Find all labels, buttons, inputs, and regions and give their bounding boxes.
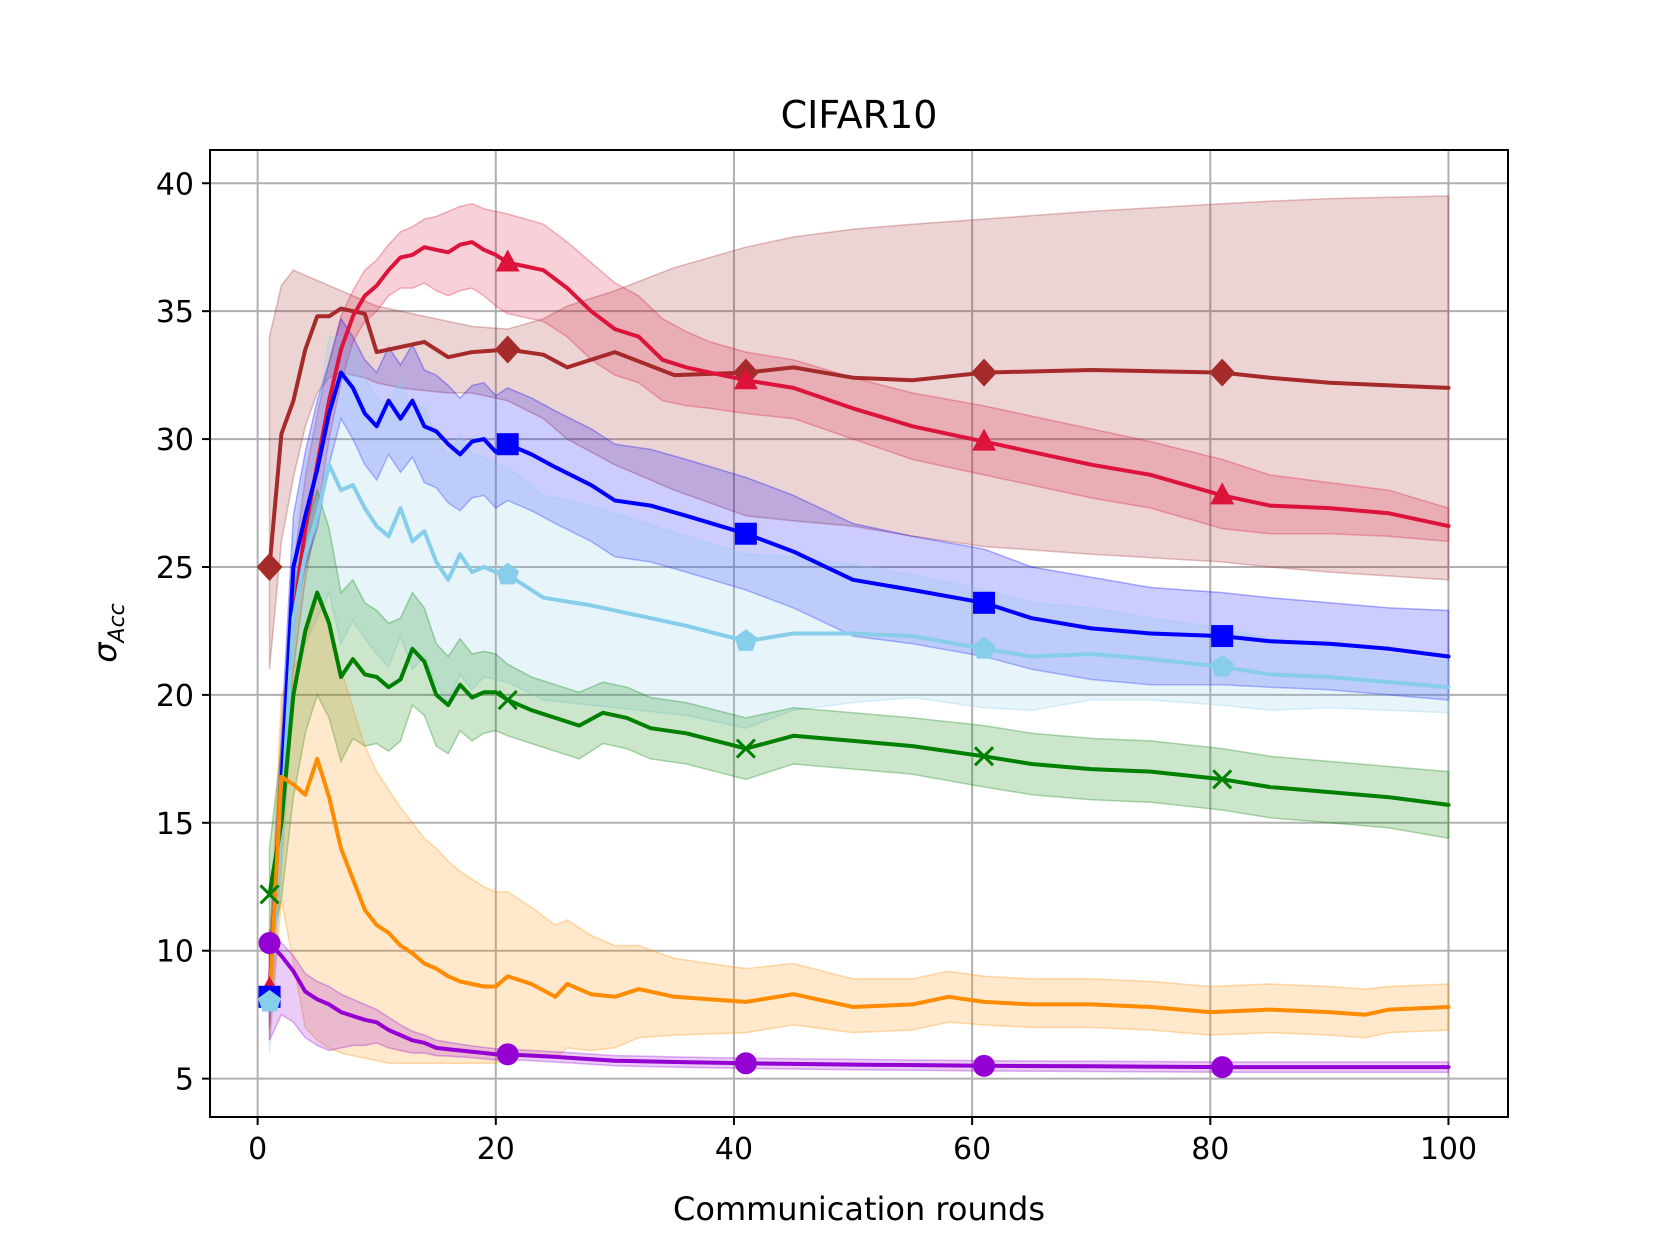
crimson-triangle-marker (972, 428, 997, 451)
y-tick-label: 25 (156, 551, 194, 586)
confidence-bands (268, 195, 1450, 1073)
crimson-triangle-marker (495, 249, 520, 272)
skyblue-pentagon-marker (258, 989, 281, 1012)
y-tick-label: 30 (156, 423, 194, 458)
crimson-triangle-band (268, 202, 1450, 1028)
y-tick-label: 20 (156, 679, 194, 714)
purple-circle-marker (258, 932, 281, 955)
dark-red-diamond-marker (256, 552, 283, 581)
blue-square-marker (1211, 625, 1234, 648)
purple-circle-marker (1211, 1056, 1234, 1079)
green-x-marker (259, 884, 280, 905)
chart-title: CIFAR10 (781, 93, 938, 137)
skyblue-pentagon-marker (734, 629, 758, 651)
axes-frame (209, 149, 1509, 1118)
purple-circle-marker (734, 1052, 757, 1075)
y-tick-label: 35 (156, 295, 194, 330)
y-tick-label: 15 (156, 807, 194, 842)
dark-red-diamond-marker (1209, 358, 1236, 387)
dark-red-diamond-band (268, 195, 1450, 670)
y-tick-label: 40 (156, 167, 194, 202)
y-tick-label: 10 (156, 935, 194, 970)
crimson-triangle-marker (1210, 482, 1235, 505)
green-x-marker (973, 746, 995, 767)
orange-line-band (268, 590, 1450, 1065)
purple-circle-marker (496, 1043, 519, 1066)
skyblue-pentagon-marker (972, 636, 996, 659)
y-axis-label-subscript: Acc (105, 603, 130, 644)
x-tick-label: 60 (953, 1132, 991, 1167)
purple-circle-marker (973, 1054, 996, 1077)
dark-red-diamond-marker (494, 335, 521, 364)
purple-circle-band (268, 928, 1450, 1073)
blue-square-marker (973, 591, 996, 614)
x-tick-label: 40 (715, 1132, 753, 1167)
orange-line-line (267, 756, 1451, 1017)
y-tick-label: 5 (175, 1063, 194, 1098)
x-tick-label: 20 (477, 1132, 515, 1167)
skyblue-pentagon-marker (496, 562, 520, 585)
ticks: 0 20 40 60 80 100 5 10 15 20 25 30 35 40 (156, 167, 1477, 1167)
green-x-marker (1212, 769, 1233, 790)
grid (210, 150, 1508, 1117)
series-markers (256, 249, 1236, 1079)
y-axis-label: σAcc (86, 603, 130, 663)
x-tick-label: 80 (1191, 1132, 1229, 1167)
x-axis-label: Communication rounds (673, 1190, 1045, 1228)
skyblue-pentagon-marker (1210, 654, 1234, 677)
blue-square-marker (496, 433, 519, 456)
purple-circle-line (267, 941, 1451, 1070)
y-axis-label-symbol: σ (86, 641, 124, 663)
green-x-marker (735, 738, 756, 759)
green-x-band (268, 487, 1450, 951)
skyblue-pentagon-line (267, 462, 1451, 1004)
crimson-triangle-line (267, 240, 1451, 992)
blue-square-marker (734, 522, 757, 545)
green-x-marker (497, 689, 518, 711)
blue-square-band (268, 317, 1450, 1028)
x-tick-label: 100 (1420, 1132, 1477, 1167)
x-tick-label: 0 (248, 1132, 267, 1167)
series-lines (267, 240, 1451, 1070)
dark-red-diamond-marker (971, 358, 998, 387)
crimson-triangle-marker (733, 367, 758, 390)
